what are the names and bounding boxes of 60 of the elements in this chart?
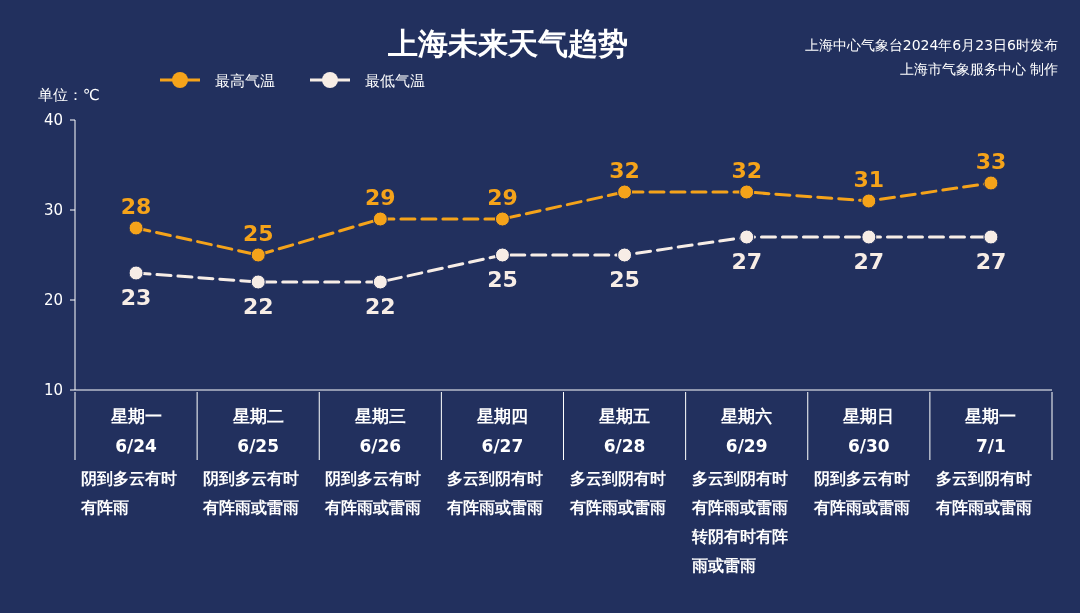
text: 多云到阴有时有阵雨或雷雨转阴有时有阵雨或雷雨 bbox=[690, 469, 788, 575]
data-label: 33 bbox=[975, 149, 1007, 174]
data-label: 28 bbox=[120, 194, 152, 219]
data-label: 22 bbox=[365, 294, 396, 319]
y-tick-label: 40 bbox=[43, 111, 63, 129]
point bbox=[372, 211, 388, 227]
legend-最低气温: 最低气温 bbox=[310, 72, 425, 90]
point bbox=[983, 175, 999, 191]
point bbox=[250, 274, 266, 290]
x-tick-label: 星期四 6/27 bbox=[475, 406, 528, 456]
point bbox=[617, 184, 633, 200]
point bbox=[739, 229, 755, 245]
data-label: 32 bbox=[731, 158, 762, 183]
data-label: 25 bbox=[609, 267, 640, 292]
x-tick-label: 星期六 6/29 bbox=[720, 406, 773, 456]
x-tick-label: 星期二 6/25 bbox=[231, 406, 284, 456]
point bbox=[494, 211, 510, 227]
text: 上海中心气象台2024年6月23日6时发布 bbox=[804, 37, 1058, 53]
data-label: 27 bbox=[853, 249, 885, 274]
x-tick-label: 星期五 6/28 bbox=[598, 406, 651, 456]
y-axis-title: 单位：℃ bbox=[38, 86, 100, 104]
text: 上海市气象服务中心 制作 bbox=[899, 61, 1058, 77]
data-label: 25 bbox=[242, 221, 274, 246]
point bbox=[128, 265, 144, 281]
text: 阴到多云有时有阵雨或雷雨 bbox=[812, 469, 910, 517]
text: 多云到阴有时有阵雨或雷雨 bbox=[446, 469, 544, 517]
y-tick-label: 30 bbox=[43, 201, 63, 219]
text: 阴到多云有时有阵雨或雷雨 bbox=[202, 469, 300, 517]
point bbox=[128, 220, 144, 236]
legend-label: 最低气温 bbox=[365, 72, 425, 90]
data-label: 27 bbox=[975, 249, 1007, 274]
point bbox=[494, 247, 510, 263]
data-label: 31 bbox=[853, 167, 885, 192]
data-label: 29 bbox=[365, 185, 396, 210]
point bbox=[372, 274, 388, 290]
legend-label: 最高气温 bbox=[215, 72, 275, 90]
data-label: 29 bbox=[487, 185, 518, 210]
y-tick-label: 20 bbox=[43, 291, 63, 309]
point bbox=[250, 247, 266, 263]
point bbox=[861, 229, 877, 245]
text: 阴到多云有时有阵雨 bbox=[80, 469, 177, 517]
x-tick-label: 星期三 6/26 bbox=[353, 406, 406, 456]
point bbox=[861, 193, 877, 209]
point bbox=[617, 247, 633, 263]
y-tick-label: 10 bbox=[43, 381, 63, 399]
text: 多云到阴有时有阵雨或雷雨 bbox=[934, 469, 1032, 517]
point bbox=[739, 184, 755, 200]
data-label: 27 bbox=[731, 249, 762, 274]
text: 多云到阴有时有阵雨或雷雨 bbox=[568, 469, 666, 517]
chart-title: 上海未来天气趋势 bbox=[387, 26, 628, 61]
legend-最高气温: 最高气温 bbox=[160, 72, 275, 90]
text: 阴到多云有时有阵雨或雷雨 bbox=[324, 469, 422, 517]
x-tick-label: 星期一 7/1 bbox=[964, 406, 1017, 456]
data-label: 23 bbox=[120, 285, 152, 310]
point bbox=[983, 229, 999, 245]
data-label: 22 bbox=[242, 294, 274, 319]
x-tick-label: 星期日 6/30 bbox=[842, 406, 895, 456]
data-label: 32 bbox=[609, 158, 640, 183]
x-tick-label: 星期一 6/24 bbox=[109, 406, 162, 456]
data-label: 25 bbox=[487, 267, 518, 292]
